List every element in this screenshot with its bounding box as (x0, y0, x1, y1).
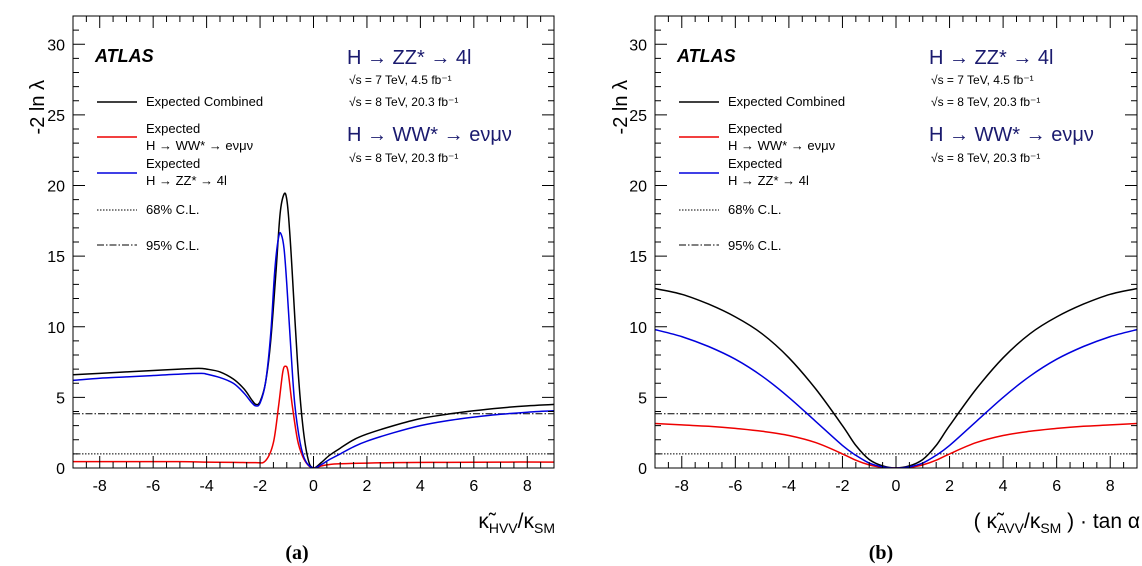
lumi-label-zz-1: √s = 7 TeV, 4.5 fb⁻¹ (931, 73, 1034, 87)
lumi-label-zz-2: √s = 8 TeV, 20.3 fb⁻¹ (349, 95, 458, 109)
lumi-label-ww: √s = 8 TeV, 20.3 fb⁻¹ (349, 151, 458, 165)
lumi-label-zz-2: √s = 8 TeV, 20.3 fb⁻¹ (931, 95, 1040, 109)
legend-label-zz-1: Expected (146, 156, 200, 171)
y-tick-label: 0 (638, 461, 647, 478)
process-label-zz: H → ZZ* → 4l (347, 47, 471, 69)
y-tick-label: 10 (47, 320, 65, 337)
legend-label-ww-2: H → WW* → eνμν (728, 138, 835, 153)
y-tick-label: 25 (629, 108, 647, 125)
x-tick-label: 0 (309, 478, 318, 495)
x-axis-label: κ̃HVV/κSM (478, 510, 555, 536)
series-line-combined (655, 287, 1137, 468)
series-line-ww (73, 365, 554, 468)
x-tick-label: -6 (728, 478, 742, 495)
x-tick-label: 2 (362, 478, 371, 495)
y-tick-label: 0 (56, 461, 65, 478)
x-tick-label: 8 (523, 478, 532, 495)
lumi-label-ww: √s = 8 TeV, 20.3 fb⁻¹ (931, 151, 1040, 165)
legend-label-ww-1: Expected (728, 121, 782, 136)
legend-label-zz-1: Expected (728, 156, 782, 171)
legend-label-ww-2: H → WW* → eνμν (146, 138, 253, 153)
y-tick-label: 5 (56, 390, 65, 407)
x-tick-label: -2 (253, 478, 267, 495)
legend-label-cl95: 95% C.L. (728, 238, 781, 253)
legend-label-ww-1: Expected (146, 121, 200, 136)
x-tick-label: 6 (469, 478, 478, 495)
series-line-zz (655, 328, 1137, 468)
legend-label-cl68: 68% C.L. (728, 202, 781, 217)
y-axis-label: -2 ln λ (610, 80, 632, 134)
atlas-label: ATLAS (94, 46, 154, 66)
x-tick-label: 2 (945, 478, 954, 495)
y-tick-label: 20 (629, 179, 647, 196)
y-tick-label: 10 (629, 320, 647, 337)
legend-label-cl95: 95% C.L. (146, 238, 199, 253)
atlas-label: ATLAS (676, 46, 736, 66)
x-tick-label: 4 (999, 478, 1008, 495)
y-tick-label: 25 (47, 108, 65, 125)
lumi-label-zz-1: √s = 7 TeV, 4.5 fb⁻¹ (349, 73, 452, 87)
y-tick-label: 15 (47, 249, 65, 266)
y-tick-label: 5 (638, 390, 647, 407)
y-axis-label: -2 ln λ (27, 80, 49, 134)
x-tick-label: -4 (199, 478, 213, 495)
x-tick-label: 4 (416, 478, 425, 495)
legend-label-combined: Expected Combined (146, 94, 263, 109)
x-tick-label: -8 (675, 478, 689, 495)
process-label-zz: H → ZZ* → 4l (929, 47, 1053, 69)
legend-label-combined: Expected Combined (728, 94, 845, 109)
panel-label-b: (b) (869, 542, 893, 564)
panel-label-a: (a) (285, 542, 308, 564)
legend-label-zz-2: H → ZZ* → 4l (146, 173, 227, 188)
process-label-ww: H → WW* → eνμν (929, 124, 1094, 146)
x-tick-label: 8 (1106, 478, 1115, 495)
x-tick-label: 6 (1052, 478, 1061, 495)
x-tick-label: -2 (835, 478, 849, 495)
x-tick-label: -4 (782, 478, 796, 495)
x-tick-label: 0 (892, 478, 901, 495)
y-tick-label: 20 (47, 179, 65, 196)
legend-label-zz-2: H → ZZ* → 4l (728, 173, 809, 188)
legend-label-cl68: 68% C.L. (146, 202, 199, 217)
y-tick-label: 15 (629, 249, 647, 266)
series-line-combined (73, 192, 554, 468)
series-line-zz (73, 231, 554, 468)
process-label-ww: H → WW* → eνμν (347, 124, 512, 146)
x-tick-label: -6 (146, 478, 160, 495)
x-tick-label: -8 (93, 478, 107, 495)
x-axis-label: ( κ̃AVV/κSM ) · tan α (974, 510, 1140, 536)
y-tick-label: 30 (47, 37, 65, 54)
y-tick-label: 30 (629, 37, 647, 54)
series-line-ww (655, 422, 1137, 468)
